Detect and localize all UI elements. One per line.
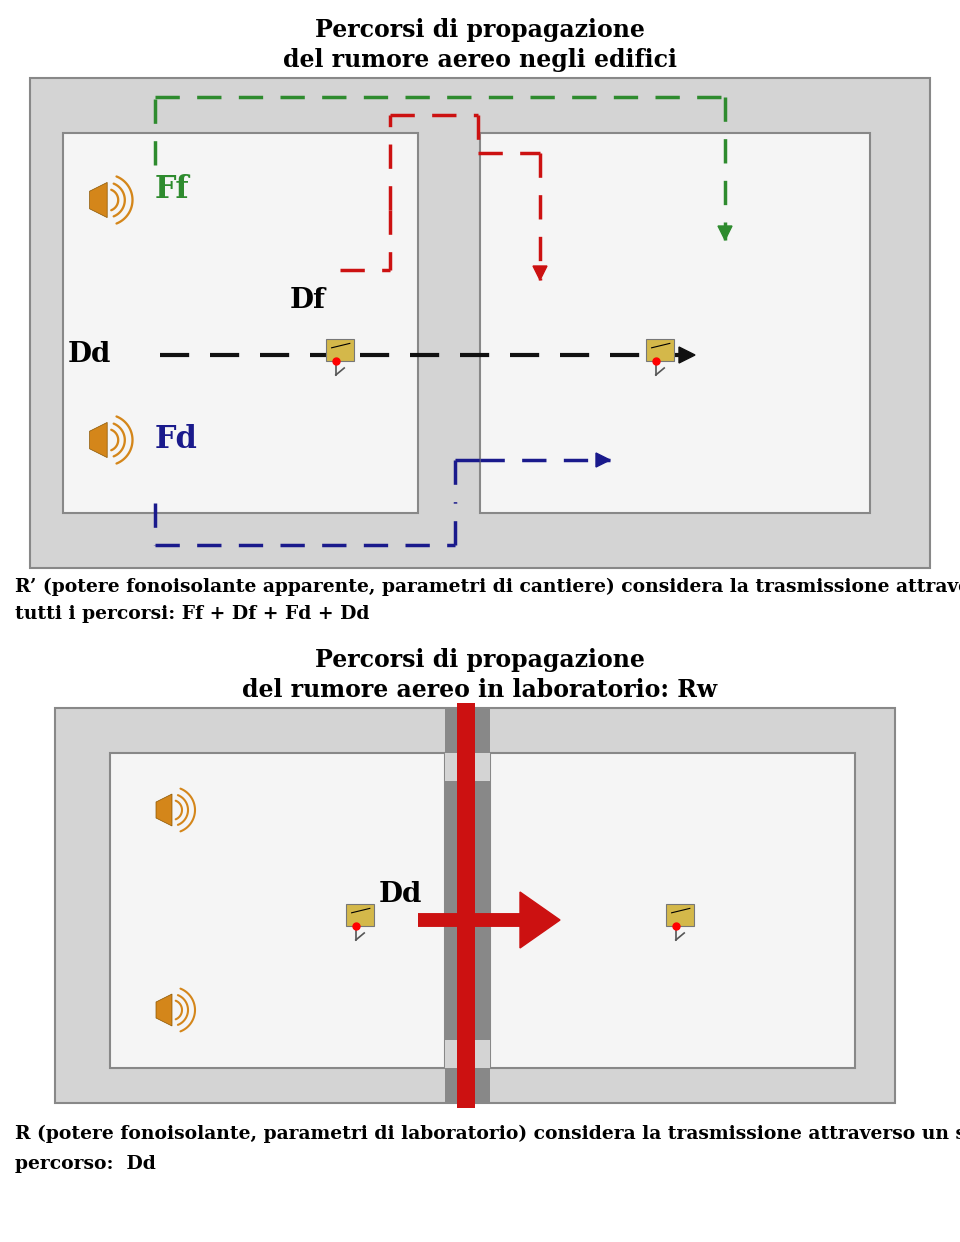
Text: tutti i percorsi: Ff + Df + Fd + Dd: tutti i percorsi: Ff + Df + Fd + Dd	[15, 605, 370, 623]
Text: Percorsi di propagazione: Percorsi di propagazione	[315, 17, 645, 42]
Text: Fd: Fd	[155, 425, 198, 456]
Text: del rumore aereo negli edifici: del rumore aereo negli edifici	[283, 48, 677, 72]
Bar	[480, 133, 870, 513]
Polygon shape	[89, 422, 108, 457]
Bar	[30, 78, 930, 568]
Text: percorso:  Dd: percorso: Dd	[15, 1155, 156, 1172]
Bar	[445, 753, 490, 781]
Bar	[445, 708, 490, 1103]
Text: R (potere fonoisolante, parametri di laboratorio) considera la trasmissione attr: R (potere fonoisolante, parametri di lab…	[15, 1125, 960, 1143]
Text: Dd: Dd	[378, 882, 421, 908]
Bar	[55, 708, 895, 1103]
Text: Dd: Dd	[68, 342, 111, 369]
Text: Df: Df	[290, 287, 326, 313]
Bar	[666, 904, 694, 927]
Bar	[490, 753, 855, 1068]
Polygon shape	[89, 183, 108, 217]
Bar	[646, 339, 674, 361]
Text: del rumore aereo in laboratorio: Rw: del rumore aereo in laboratorio: Rw	[243, 678, 717, 702]
Polygon shape	[156, 794, 172, 826]
Polygon shape	[520, 892, 560, 948]
Bar	[110, 753, 445, 1068]
Polygon shape	[533, 266, 547, 279]
Text: R’ (potere fonoisolante apparente, parametri di cantiere) considera la trasmissi: R’ (potere fonoisolante apparente, param…	[15, 578, 960, 596]
Text: Ff: Ff	[155, 174, 190, 205]
Polygon shape	[156, 994, 172, 1026]
Polygon shape	[679, 347, 695, 363]
Bar	[457, 703, 475, 1108]
Polygon shape	[596, 453, 610, 467]
Text: Percorsi di propagazione: Percorsi di propagazione	[315, 648, 645, 672]
Bar	[63, 133, 418, 513]
Bar	[326, 339, 354, 361]
Bar	[346, 904, 374, 927]
Polygon shape	[718, 226, 732, 240]
Bar	[445, 1040, 490, 1068]
